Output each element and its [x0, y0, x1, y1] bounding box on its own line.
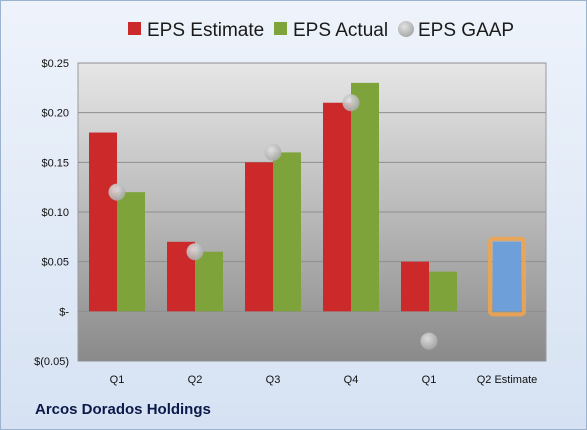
x-tick-label: Q4 — [344, 374, 359, 386]
x-tick-label: Q1 — [422, 374, 437, 386]
legend-swatch — [274, 22, 287, 35]
bar-eps-actual — [351, 82, 379, 312]
legend-label: EPS GAAP — [418, 20, 514, 41]
y-tick-label: $0.15 — [41, 157, 69, 169]
bar-eps-actual — [195, 251, 223, 312]
bar-next-quarter-estimate — [493, 241, 521, 312]
x-axis: Q1 Q2 Q3 Q4 Q1 Q2 Estimate — [110, 374, 538, 386]
legend-swatch — [128, 22, 141, 35]
bars — [89, 82, 526, 317]
gaap-point — [108, 183, 126, 201]
bar-eps-estimate — [323, 102, 351, 312]
legend-label: EPS Estimate — [147, 20, 264, 41]
legend-swatch — [398, 21, 414, 37]
bar-eps-estimate — [245, 162, 273, 312]
y-tick-label: $(0.05) — [34, 356, 69, 368]
estimate-highlight — [488, 236, 526, 317]
gaap-point — [342, 94, 360, 112]
x-tick-label: Q1 — [110, 374, 125, 386]
x-tick-label: Q2 — [188, 374, 203, 386]
gaap-points — [108, 94, 438, 350]
bar-eps-estimate — [401, 261, 429, 312]
gaap-point — [264, 143, 282, 161]
gridlines — [78, 62, 546, 362]
bar-eps-estimate — [89, 132, 117, 312]
bar-eps-actual — [117, 192, 145, 312]
y-tick-label: $0.25 — [41, 58, 69, 70]
y-tick-label: $0.10 — [41, 207, 69, 219]
y-tick-label: $- — [59, 306, 69, 318]
legend: EPS Estimate EPS Actual EPS GAAP — [128, 20, 514, 41]
y-axis: $0.25 $0.20 $0.15 $0.10 $0.05 $- $(0.05) — [34, 58, 69, 368]
company-name: Arcos Dorados Holdings — [35, 401, 211, 418]
gaap-point — [186, 243, 204, 261]
legend-label: EPS Actual — [293, 20, 388, 41]
y-tick-label: $0.05 — [41, 257, 69, 269]
y-tick-label: $0.20 — [41, 108, 69, 120]
gaap-point — [420, 332, 438, 350]
bar-eps-actual — [273, 152, 301, 312]
x-tick-label: Q2 Estimate — [477, 374, 538, 386]
bar-eps-actual — [429, 271, 457, 312]
x-tick-label: Q3 — [266, 374, 281, 386]
